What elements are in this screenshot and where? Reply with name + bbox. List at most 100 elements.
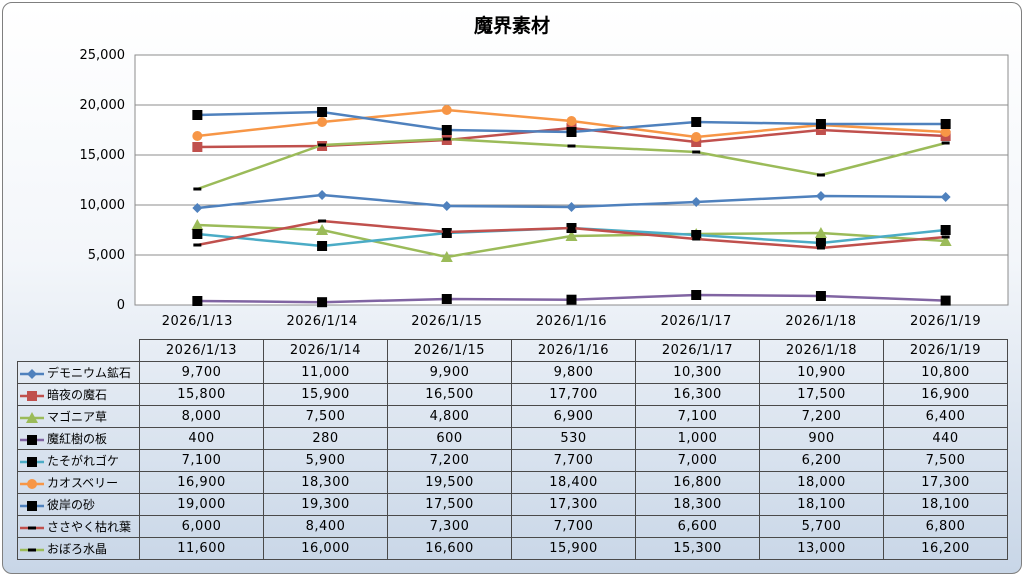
table-corner [17,339,140,362]
table-cell: 900 [759,427,884,450]
data-point [26,411,38,423]
x-tick-label: 2026/1/15 [411,314,482,329]
table-cell: 17,700 [511,383,636,406]
table-cell: 18,400 [511,471,636,494]
data-point [318,143,327,147]
table-cell: 9,700 [139,361,264,384]
table-cell: 6,400 [883,405,1008,428]
x-tick-label: 2026/1/16 [536,314,607,329]
table-cell: 17,500 [759,383,884,406]
y-tick-label: 5,000 [88,248,125,263]
x-tick-label: 2026/1/19 [910,314,981,329]
x-tick-label: 2026/1/13 [162,314,233,329]
data-point [814,227,827,238]
table-cell: 19,300 [263,493,388,516]
chart-title: 魔界素材 [473,15,550,37]
legend-entry: デモニウム鉱石 [17,361,140,384]
data-point [691,290,702,300]
legend-entry: ささやく枯れ葉 [17,515,140,538]
data-point [191,219,204,230]
plot-background [134,54,1009,306]
data-point [27,478,37,489]
x-tick-label: 2026/1/14 [286,314,357,329]
table-cell: 6,000 [139,515,264,538]
series-name: ささやく枯れ葉 [47,520,132,534]
table-column-header: 2026/1/18 [759,339,884,362]
series-3 [191,219,952,262]
table-column-header: 2026/1/16 [511,339,636,362]
legend-key-icon [20,526,44,529]
table-cell: 4,800 [387,405,512,428]
data-point [941,235,950,239]
table-cell: 440 [883,427,1008,450]
data-point [192,131,203,141]
data-point [193,243,202,247]
legend-entry: たそがれゴケ [17,449,140,472]
data-point [27,456,37,467]
table-cell: 16,900 [883,383,1008,406]
table-cell: 6,800 [883,515,1008,538]
table-column-header: 2026/1/19 [883,339,1008,362]
table-row: たそがれゴケ 7,100 5,900 7,200 7,700 7,000 6,200 7,50… [17,449,1008,472]
x-tick-label: 2026/1/18 [785,314,856,329]
data-point [939,235,952,246]
x-tick-label: 2026/1/17 [661,314,732,329]
data-point [441,201,452,211]
data-point [816,173,825,177]
table-cell: 7,500 [263,405,388,428]
table-cell: 16,500 [387,383,512,406]
series-name: デモニウム鉱石 [47,366,132,380]
table-cell: 16,200 [883,537,1008,560]
table-cell: 19,000 [139,493,264,516]
table-column-header: 2026/1/15 [387,339,512,362]
data-point [692,237,701,241]
table-cell: 16,800 [635,471,760,494]
table-cell: 15,900 [511,537,636,560]
table-row: カオスベリー 16,900 18,300 19,500 18,400 16,800 18,0… [17,471,1008,494]
table-cell: 7,200 [759,405,884,428]
series-name: 彼岸の砂 [47,498,96,512]
data-point [193,187,202,191]
data-point [28,548,36,551]
table-row: おぼろ水晶 11,600 16,000 16,600 15,900 15,300 13,00… [17,537,1008,560]
series-name: 魔紅樹の板 [47,432,108,446]
legend-key-icon [20,548,44,551]
table-cell: 16,600 [387,537,512,560]
table-cell: 6,200 [759,449,884,472]
data-point [318,219,327,223]
data-point [940,192,951,202]
legend-key-icon [20,411,44,423]
table-column-header: 2026/1/14 [263,339,388,362]
table-cell: 15,800 [139,383,264,406]
y-tick-label: 10,000 [80,198,126,213]
series-8 [193,219,950,250]
table-column-header: 2026/1/17 [635,339,760,362]
data-point [317,117,328,127]
data-point [816,246,825,250]
table-cell: 11,600 [139,537,264,560]
data-point [27,434,37,445]
data-point [27,368,37,379]
data-point [566,202,577,212]
table-cell: 5,900 [263,449,388,472]
data-point [567,144,576,148]
table-row: 彼岸の砂 19,000 19,300 17,500 17,300 18,300 18,100… [17,493,1008,516]
table-row: 暗夜の魔石 15,800 15,900 16,500 17,700 16,300 17,50… [17,383,1008,406]
series-name: たそがれゴケ [47,454,120,468]
data-point [440,251,453,262]
data-table: 2026/1/13 2026/1/14 2026/1/15 2026/1/16 2026… [17,339,1008,560]
data-point [567,226,576,230]
table-row: ささやく枯れ葉 6,000 8,400 7,300 7,700 6,600 5,700 6,8… [17,515,1008,538]
data-point [28,526,36,529]
y-tick-label: 25,000 [80,48,126,63]
series-4 [192,290,951,308]
table-cell: 9,800 [511,361,636,384]
y-tick-label: 15,000 [80,148,126,163]
table-cell: 530 [511,427,636,450]
table-row: マゴニア草 8,000 7,500 4,800 6,900 7,100 7,200 6,400 [17,405,1008,428]
legend-entry: マゴニア草 [17,405,140,428]
table-cell: 280 [263,427,388,450]
data-point [940,225,951,235]
data-point [691,117,702,127]
